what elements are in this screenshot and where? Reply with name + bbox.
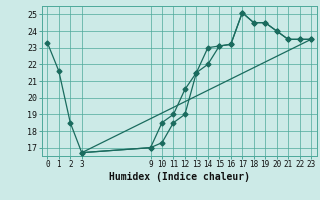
X-axis label: Humidex (Indice chaleur): Humidex (Indice chaleur): [109, 172, 250, 182]
